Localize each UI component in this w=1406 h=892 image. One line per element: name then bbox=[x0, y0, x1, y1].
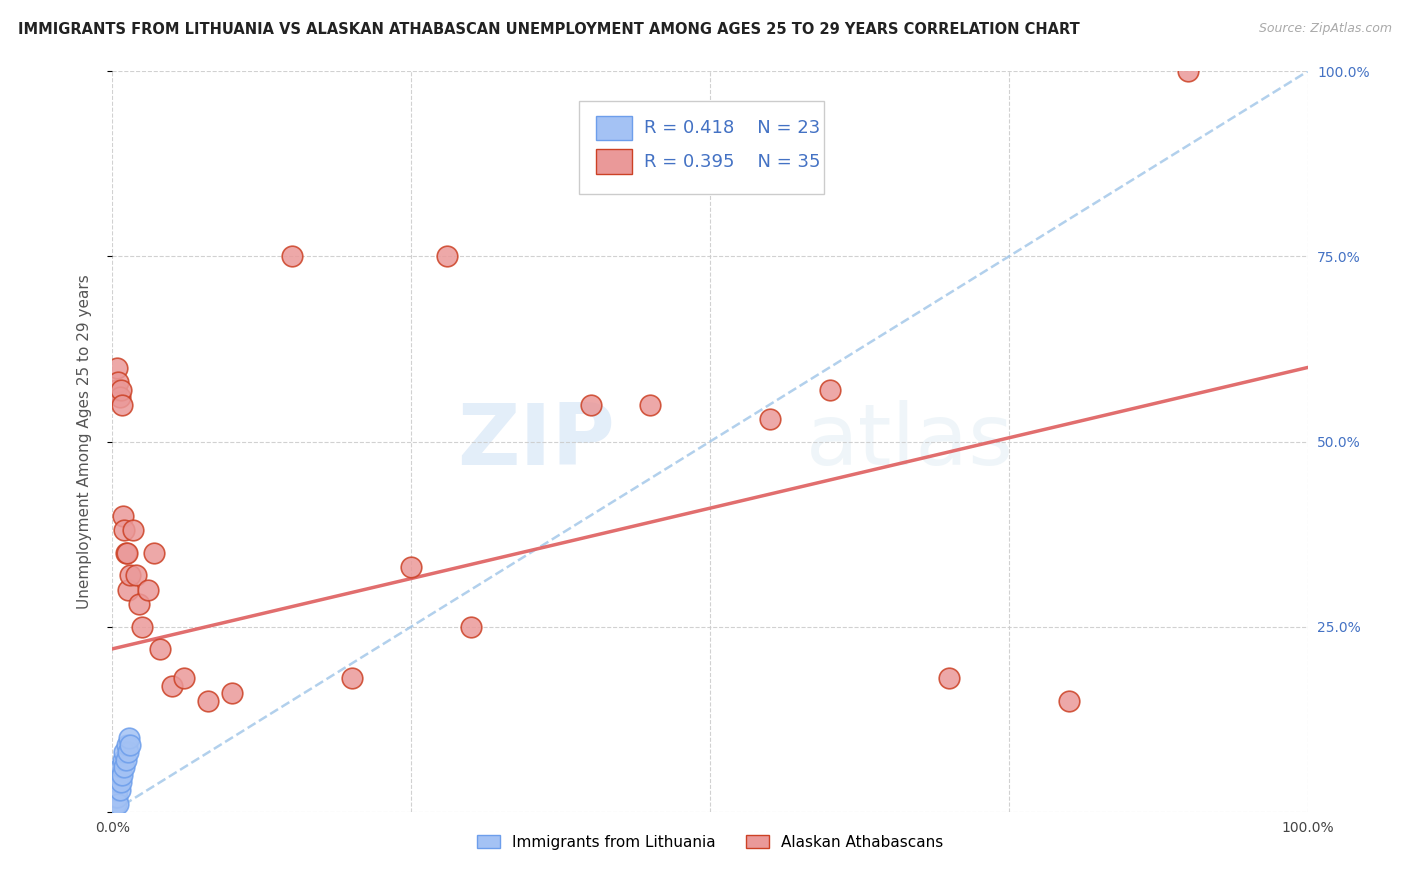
Point bbox=[436, 250, 458, 264]
Point bbox=[114, 760, 135, 774]
Text: ZIP: ZIP bbox=[457, 400, 614, 483]
Point bbox=[111, 398, 134, 412]
Text: atlas: atlas bbox=[806, 400, 1014, 483]
Point bbox=[103, 797, 125, 812]
Point bbox=[281, 250, 304, 264]
Point bbox=[340, 672, 363, 686]
Bar bbox=[596, 116, 633, 140]
FancyBboxPatch shape bbox=[579, 101, 824, 194]
Point bbox=[114, 524, 135, 538]
Point bbox=[128, 598, 150, 612]
Point bbox=[143, 546, 166, 560]
Point bbox=[108, 390, 131, 404]
Point bbox=[111, 767, 134, 781]
Point bbox=[115, 738, 138, 752]
Point bbox=[105, 383, 128, 397]
Text: R = 0.395    N = 35: R = 0.395 N = 35 bbox=[644, 153, 821, 170]
Point bbox=[114, 746, 135, 760]
Point bbox=[105, 360, 128, 375]
Point bbox=[105, 789, 128, 804]
Point bbox=[107, 797, 129, 812]
Point bbox=[110, 775, 132, 789]
Point bbox=[112, 508, 135, 523]
Point bbox=[173, 672, 195, 686]
Point bbox=[117, 582, 139, 597]
Point bbox=[1057, 694, 1080, 708]
Y-axis label: Unemployment Among Ages 25 to 29 years: Unemployment Among Ages 25 to 29 years bbox=[77, 274, 91, 609]
Text: R = 0.418    N = 23: R = 0.418 N = 23 bbox=[644, 120, 821, 137]
Point bbox=[107, 775, 129, 789]
Point bbox=[138, 582, 160, 597]
Point bbox=[115, 546, 138, 560]
Point bbox=[197, 694, 219, 708]
Point bbox=[108, 782, 131, 797]
Point bbox=[114, 753, 136, 767]
Point bbox=[401, 560, 423, 574]
Point bbox=[221, 686, 243, 700]
Point bbox=[131, 619, 153, 633]
Point bbox=[149, 641, 172, 656]
Point bbox=[640, 398, 662, 412]
Point bbox=[579, 398, 602, 412]
Point bbox=[108, 767, 131, 781]
Point bbox=[105, 782, 128, 797]
Point bbox=[112, 753, 135, 767]
Point bbox=[105, 789, 128, 804]
Point bbox=[114, 546, 136, 560]
Point bbox=[117, 746, 139, 760]
Point bbox=[759, 412, 782, 426]
Point bbox=[120, 567, 142, 582]
Text: Source: ZipAtlas.com: Source: ZipAtlas.com bbox=[1258, 22, 1392, 36]
Point bbox=[162, 679, 183, 693]
Point bbox=[104, 789, 127, 804]
Point bbox=[938, 672, 960, 686]
Point bbox=[104, 797, 127, 812]
Bar bbox=[596, 149, 633, 174]
Point bbox=[121, 524, 143, 538]
Text: IMMIGRANTS FROM LITHUANIA VS ALASKAN ATHABASCAN UNEMPLOYMENT AMONG AGES 25 TO 29: IMMIGRANTS FROM LITHUANIA VS ALASKAN ATH… bbox=[18, 22, 1080, 37]
Point bbox=[120, 738, 142, 752]
Point bbox=[107, 376, 129, 390]
Point bbox=[110, 760, 132, 774]
Point bbox=[110, 383, 132, 397]
Legend: Immigrants from Lithuania, Alaskan Athabascans: Immigrants from Lithuania, Alaskan Athab… bbox=[471, 829, 949, 856]
Point bbox=[105, 797, 128, 812]
Point bbox=[105, 782, 128, 797]
Point bbox=[818, 383, 841, 397]
Point bbox=[460, 619, 482, 633]
Point bbox=[1177, 64, 1199, 78]
Point bbox=[125, 567, 148, 582]
Point bbox=[118, 731, 141, 745]
